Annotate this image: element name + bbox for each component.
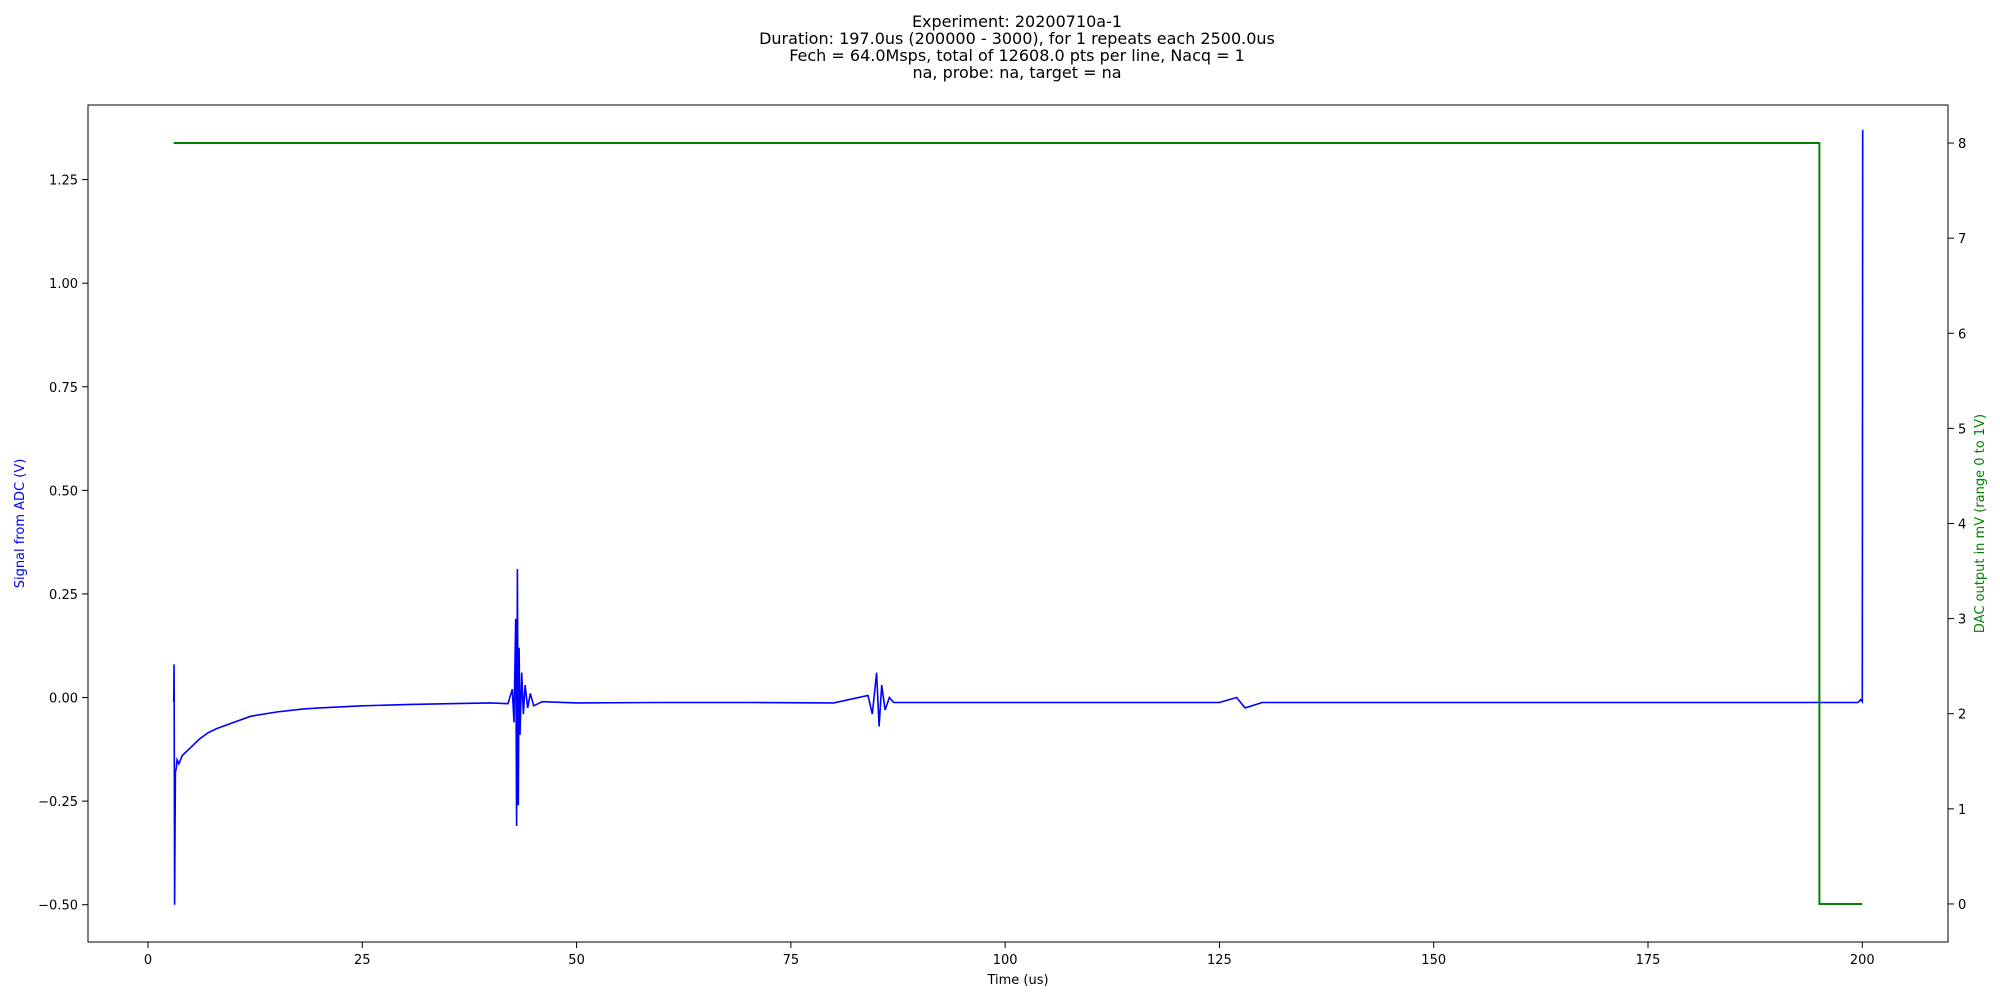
x-tick-label: 75: [783, 953, 800, 968]
y-left-tick-label: 0.75: [49, 381, 78, 396]
chart-title-line: na, probe: na, target = na: [912, 63, 1121, 82]
y-axis-left: −0.50 −0.25 0.00 0.25 0.50 0.75 1.00 1.25: [38, 174, 88, 914]
x-tick-label: 25: [354, 953, 371, 968]
y-right-tick-label: 5: [1958, 422, 1966, 437]
y-right-tick-label: 6: [1958, 327, 1966, 342]
y-right-tick-label: 7: [1958, 232, 1966, 247]
y-left-tick-label: 1.25: [49, 174, 78, 189]
y-left-tick-label: 1.00: [49, 277, 78, 292]
series-line-adc-signal: [172, 129, 1864, 905]
plot-lines: [172, 129, 1864, 905]
y-axis-left-label: Signal from ADC (V): [13, 459, 28, 589]
chart-title-line: Experiment: 20200710a-1: [912, 12, 1122, 31]
y-right-tick-label: 3: [1958, 613, 1966, 628]
x-axis-label: Time (us): [986, 973, 1048, 988]
x-tick-label: 100: [993, 953, 1018, 968]
chart-title-line: Duration: 197.0us (200000 - 3000), for 1…: [759, 29, 1275, 48]
y-left-tick-label: −0.50: [38, 899, 78, 914]
y-axis-right-label: DAC output in mV (range 0 to 1V): [1973, 414, 1988, 633]
y-right-tick-label: 8: [1958, 137, 1966, 152]
y-right-tick-label: 0: [1958, 898, 1966, 913]
y-left-tick-label: −0.25: [38, 795, 78, 810]
y-right-tick-label: 2: [1958, 708, 1966, 723]
x-tick-label: 0: [144, 953, 152, 968]
y-left-tick-label: 0.25: [49, 588, 78, 603]
y-right-tick-label: 4: [1958, 518, 1966, 533]
x-tick-label: 200: [1850, 953, 1875, 968]
x-tick-label: 50: [568, 953, 585, 968]
x-axis: 0 25 50 75 100 125 150 175 200: [144, 942, 1875, 968]
x-tick-label: 125: [1207, 953, 1232, 968]
y-left-tick-label: 0.50: [49, 484, 78, 499]
y-left-tick-label: 0.00: [49, 692, 78, 707]
plot-frame: [87, 104, 1949, 943]
y-right-tick-label: 1: [1958, 803, 1966, 818]
x-tick-label: 175: [1636, 953, 1661, 968]
chart-title-line: Fech = 64.0Msps, total of 12608.0 pts pe…: [789, 46, 1245, 65]
series-line-dac-output: [173, 142, 1863, 905]
y-axis-right: 0 1 2 3 4 5 6 7 8: [1948, 137, 1966, 913]
x-tick-label: 150: [1421, 953, 1446, 968]
